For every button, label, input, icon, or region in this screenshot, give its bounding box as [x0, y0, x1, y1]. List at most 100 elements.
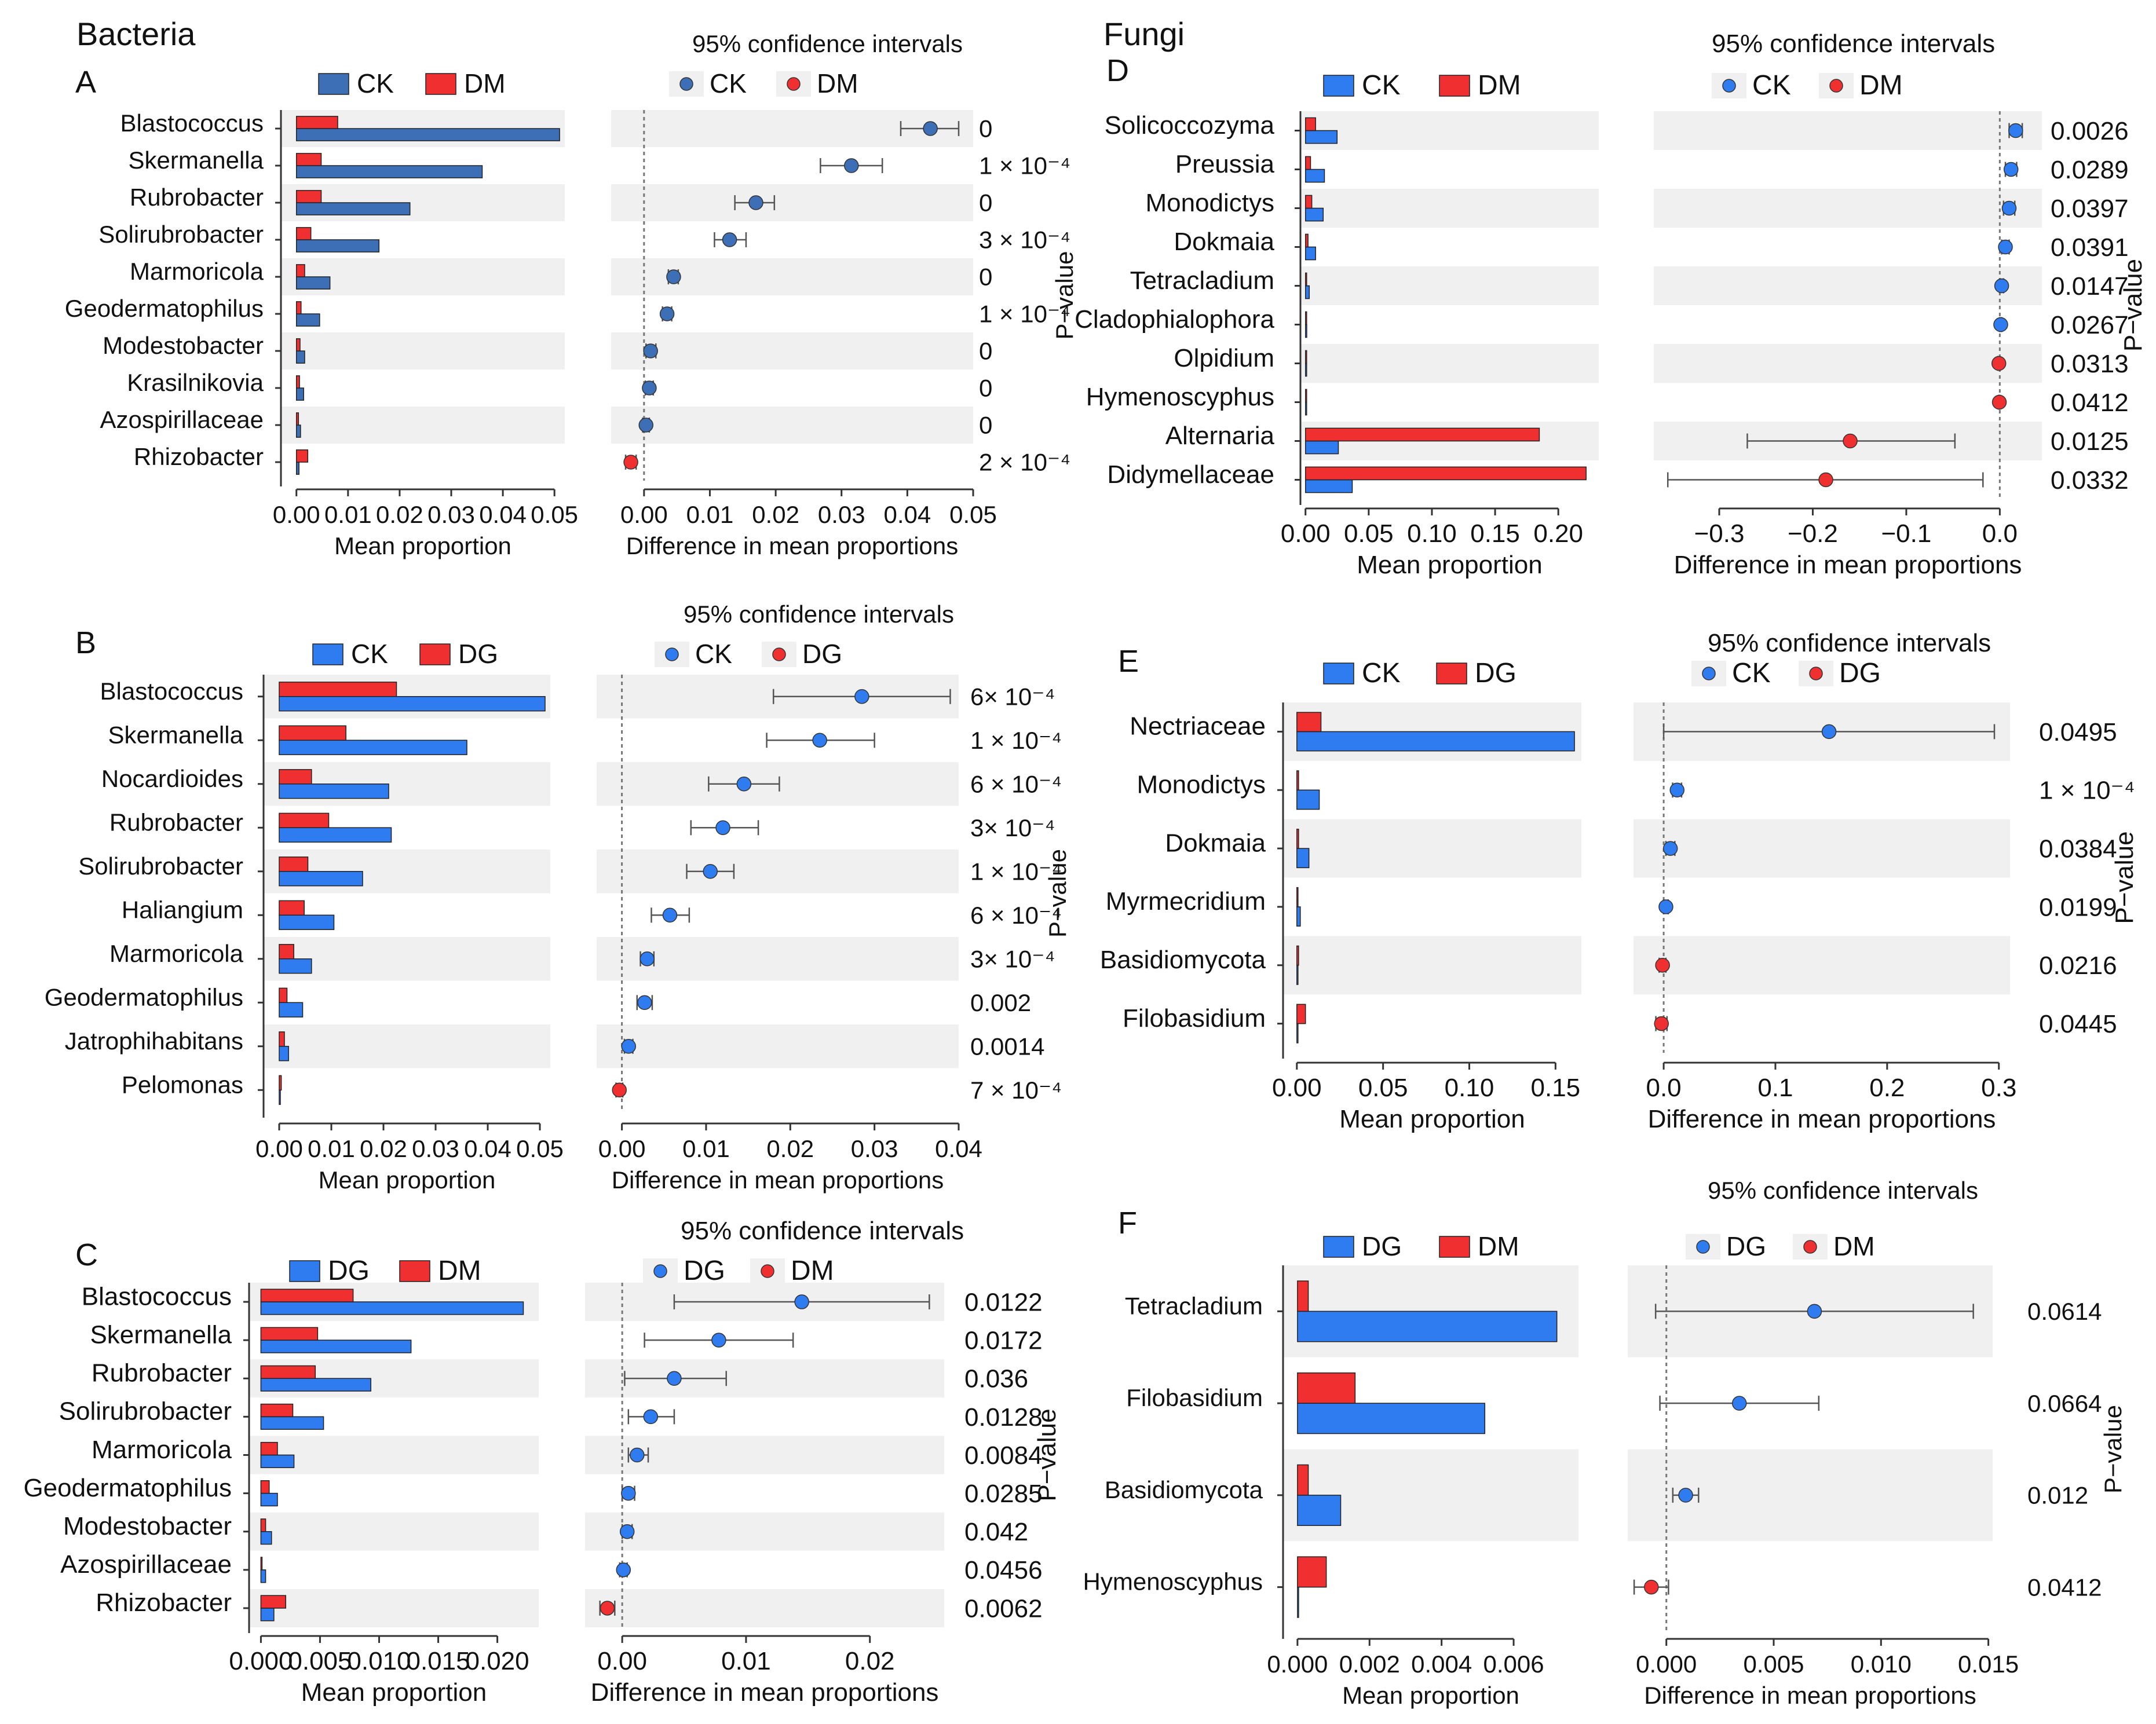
- legend-label: DG: [458, 639, 498, 669]
- category-label: Dokmaia: [1174, 228, 1274, 256]
- bar-dm: [1304, 427, 1540, 442]
- ci-x-tick-label: 0.0: [1646, 1074, 1681, 1102]
- ci-point: [637, 995, 652, 1010]
- bar-stripe: [281, 407, 565, 444]
- ci-legend-label: DG: [684, 1256, 725, 1286]
- bar-dm: [1297, 1464, 1309, 1496]
- bar-dm: [1304, 117, 1316, 131]
- ci-legend-dot: [653, 1264, 667, 1278]
- category-label: Modestobacter: [103, 332, 264, 359]
- ci-point: [748, 195, 763, 210]
- panel-C: C Blastococcus Skermanella Rubrobacter Solir…: [23, 1217, 1061, 1707]
- ci-point: [640, 951, 655, 967]
- p-value: 7 × 10⁻⁴: [970, 1077, 1062, 1104]
- bar-dg: [279, 987, 288, 1003]
- bar-dg: [1297, 1403, 1486, 1434]
- bar-x-tick-label: 0.05: [516, 1135, 564, 1162]
- bar-x-tick-label: 0.20: [1533, 519, 1583, 548]
- legend-swatch: [1439, 75, 1470, 97]
- bar-x-tick-label: 0.020: [466, 1647, 529, 1675]
- bar-dg: [1296, 887, 1299, 907]
- p-value: 0.0412: [2027, 1573, 2102, 1601]
- p-value: 0: [979, 338, 992, 365]
- ci-legend-dot: [679, 77, 693, 91]
- category-label: Azospirillaceae: [60, 1550, 232, 1579]
- bar-x-tick-label: 0.004: [1411, 1650, 1472, 1678]
- ci-point: [638, 418, 653, 433]
- bar-dg: [1297, 1311, 1558, 1342]
- bar-ck: [1304, 285, 1310, 299]
- bar-dm: [295, 153, 322, 166]
- p-value: 1 × 10⁻⁴: [970, 858, 1062, 885]
- legend-swatch: [1323, 1236, 1354, 1258]
- ci-title: 95% confidence intervals: [1708, 629, 1991, 657]
- bar-x-axis-title: Mean proportion: [1339, 1105, 1525, 1133]
- bar-x-tick-label: 0.03: [412, 1135, 459, 1162]
- bar-ck: [1296, 1023, 1299, 1044]
- ci-x-tick-label: 0.3: [1981, 1074, 2016, 1102]
- bar-dg: [1296, 829, 1299, 849]
- p-value: 3× 10⁻⁴: [970, 945, 1055, 972]
- category-label: Monodictys: [1145, 189, 1274, 217]
- bar-x-tick-label: 0.002: [1339, 1650, 1400, 1678]
- p-value: 0.002: [970, 989, 1031, 1016]
- bar-dg: [1296, 770, 1299, 790]
- ci-stripe: [1654, 344, 2042, 383]
- bar-ck: [1304, 130, 1338, 144]
- ci-x-tick-label: 0.01: [686, 501, 734, 528]
- ci-point: [1998, 239, 2013, 255]
- ci-x-tick-label: 0.2: [1869, 1074, 1905, 1102]
- legend-swatch: [399, 1260, 430, 1282]
- bar-dm: [295, 264, 305, 277]
- ci-point: [621, 1039, 636, 1054]
- p-value: 0.0384: [2039, 834, 2117, 863]
- panel-E: E Nectriaceae Monodictys Dokmaia Myrmecridiu…: [1100, 629, 2139, 1133]
- bar-x-tick-label: 0.10: [1445, 1074, 1494, 1102]
- ci-point: [1843, 433, 1858, 449]
- ci-x-axis-title: Difference in mean proportions: [626, 532, 959, 559]
- category-label: Skermanella: [90, 1320, 232, 1349]
- ci-stripe: [597, 937, 959, 981]
- bar-dg: [260, 1569, 266, 1583]
- ci-stripe: [611, 332, 973, 369]
- bar-dm: [260, 1441, 278, 1456]
- ci-x-tick-label: 0.015: [1958, 1650, 2019, 1678]
- ci-point: [616, 1562, 631, 1577]
- ci-stripe: [597, 850, 959, 894]
- ci-x-tick-label: 0.02: [766, 1135, 814, 1162]
- bar-dg: [260, 1301, 524, 1315]
- ci-point: [1644, 1579, 1659, 1595]
- ci-x-tick-label: 0.0: [1982, 519, 2018, 548]
- ci-point: [659, 306, 675, 321]
- category-label: Solirubrobacter: [78, 852, 243, 880]
- p-value: 3 × 10⁻⁴: [979, 226, 1070, 254]
- bar-dm: [260, 1403, 294, 1418]
- bar-ck: [1304, 169, 1325, 183]
- ci-point: [2001, 200, 2017, 216]
- bar-dm: [260, 1518, 266, 1532]
- category-label: Rhizobacter: [134, 443, 264, 470]
- ci-point: [1655, 958, 1670, 973]
- bar-x-tick-label: 0.000: [229, 1647, 293, 1675]
- category-label: Solirubrobacter: [59, 1397, 232, 1426]
- ci-legend-label: DM: [791, 1256, 834, 1286]
- bar-dg: [279, 900, 305, 916]
- bar-ck: [279, 1089, 281, 1105]
- p-value: 1 × 10⁻⁴: [970, 727, 1062, 754]
- p-value: 0.0495: [2039, 718, 2117, 746]
- ci-point: [1658, 899, 1673, 914]
- bar-x-tick-label: 0.02: [376, 501, 423, 528]
- ci-legend-dot: [787, 77, 801, 91]
- bar-ck: [279, 1046, 289, 1062]
- ci-point: [1654, 1016, 1669, 1031]
- ci-x-tick-label: 0.00: [597, 1647, 647, 1675]
- panel-tag: A: [75, 65, 96, 100]
- legend-label: DM: [1478, 70, 1521, 101]
- bar-ck: [279, 1002, 304, 1017]
- ci-x-tick-label: 0.010: [1851, 1650, 1912, 1678]
- bar-stripe: [249, 1512, 539, 1551]
- bar-dm: [1297, 1372, 1356, 1404]
- bar-ck: [1296, 789, 1320, 810]
- bar-dm: [1304, 272, 1307, 287]
- ci-x-tick-label: 0.02: [752, 501, 799, 528]
